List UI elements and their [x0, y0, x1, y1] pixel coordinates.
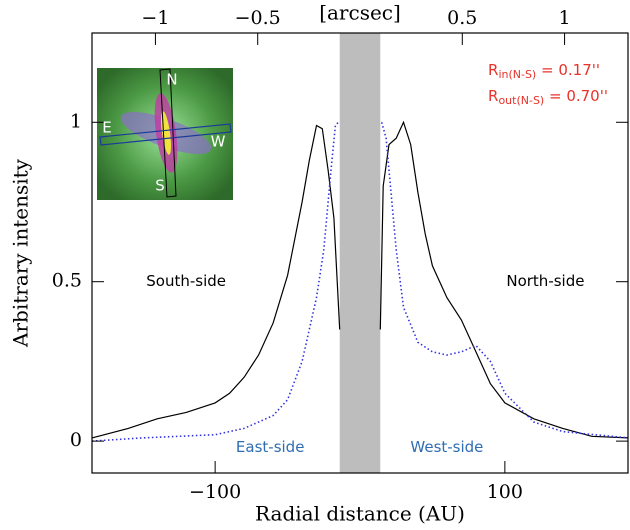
plot-frame: [91, 32, 629, 474]
x2-tick-label: −0.5: [235, 7, 281, 29]
annotation: East-side: [236, 438, 305, 456]
inset-image: [97, 68, 233, 200]
inset-label: S: [155, 177, 165, 195]
x2-axis-label: [arcsec]: [319, 1, 401, 25]
masked-region: [339, 33, 381, 473]
inset-label: E: [102, 119, 111, 137]
radius-subscript: out(N-S): [498, 94, 544, 107]
x-tick-label: 100: [487, 481, 523, 503]
y-tick-label: 1: [70, 110, 82, 132]
radius-label: Rin(N-S) = 0.17'': [488, 61, 600, 82]
y-axis-label: Arbitrary intensity: [9, 158, 33, 348]
x2-tick-label: 1: [559, 7, 571, 29]
annotation: West-side: [410, 438, 483, 456]
series-line: [91, 120, 629, 439]
x-axis-label: Radial distance (AU): [255, 502, 465, 526]
radius-symbol: R: [488, 87, 498, 105]
radius-subscript: in(N-S): [498, 68, 536, 81]
x-tick-label: −100: [189, 481, 241, 503]
y-tick-label: 0: [70, 429, 82, 451]
inset-label: N: [166, 71, 177, 89]
radius-symbol: R: [488, 61, 498, 79]
inset-label: W: [211, 133, 226, 151]
radius-label: Rout(N-S) = 0.70'': [488, 87, 608, 108]
x2-tick-label: 0.5: [447, 7, 477, 29]
radius-value: = 0.70'': [544, 87, 608, 105]
series-line: [91, 121, 629, 442]
annotation: South-side: [146, 272, 226, 290]
radius-value: = 0.17'': [536, 61, 600, 79]
annotation: North-side: [506, 272, 584, 290]
x2-tick-label: −1: [141, 7, 169, 29]
y-tick-label: 0.5: [52, 270, 82, 292]
